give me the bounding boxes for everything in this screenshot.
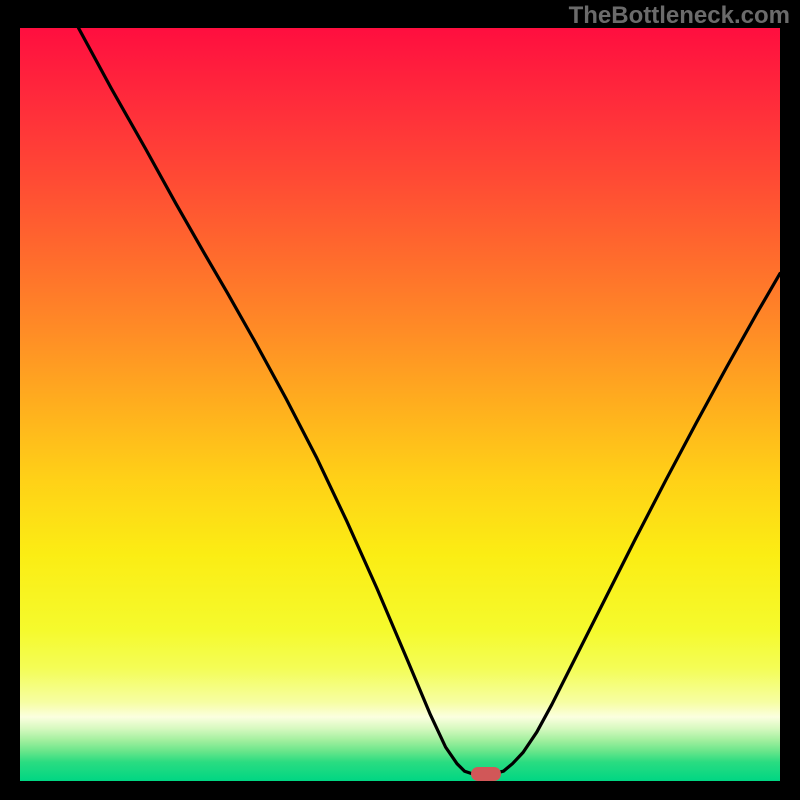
chart-container: TheBottleneck.com	[0, 0, 800, 800]
plot-area	[20, 28, 780, 781]
bottleneck-curve	[20, 28, 780, 781]
watermark-text: TheBottleneck.com	[569, 2, 790, 30]
optimal-marker	[471, 767, 501, 781]
